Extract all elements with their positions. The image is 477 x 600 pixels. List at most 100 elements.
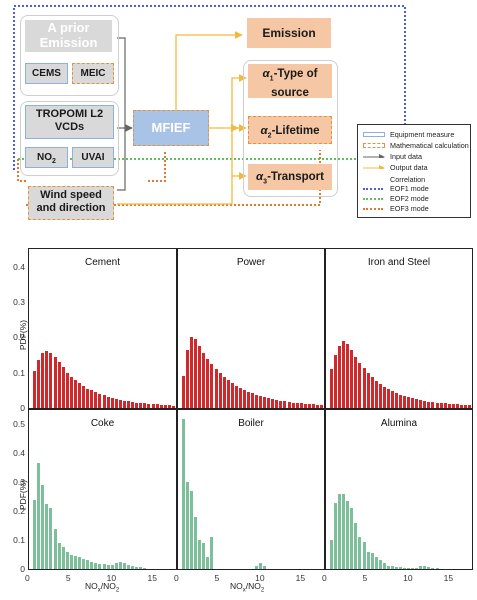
plot-area <box>29 249 176 408</box>
histogram-bar <box>61 367 66 408</box>
histogram-bar <box>463 404 468 408</box>
histogram-bar <box>106 564 111 569</box>
histogram-bar <box>73 380 78 408</box>
histogram-bar <box>307 404 312 408</box>
histogram-bar <box>287 402 292 408</box>
x-tick-label: 10 <box>403 573 413 583</box>
panel-title: Alumina <box>380 418 418 429</box>
histogram-bar <box>114 398 119 408</box>
histogram-bar <box>382 386 387 408</box>
histogram-bar <box>255 394 260 408</box>
histogram-bar <box>354 522 359 569</box>
meic-box: MEIC <box>72 63 114 84</box>
histogram-bar <box>403 567 408 569</box>
histogram-bar <box>374 380 379 408</box>
histogram-bar <box>427 401 432 408</box>
y-tick-label: 0.4 <box>13 261 25 272</box>
histogram-bar <box>407 567 412 569</box>
panel-title: Coke <box>90 418 115 429</box>
histogram-bar <box>346 501 351 569</box>
histogram-bar <box>135 566 140 569</box>
chart-panel-alumina: Alumina <box>325 409 473 570</box>
histogram-bar <box>350 349 355 408</box>
histogram-bar <box>411 567 416 569</box>
histogram-bar <box>194 339 199 408</box>
histogram-bar <box>69 554 74 569</box>
histogram-bar <box>459 404 464 408</box>
y-tick-label: 0.1 <box>13 367 25 378</box>
alpha3-box: α3-Transport <box>248 164 332 190</box>
histogram-bar <box>86 388 91 408</box>
histogram-bar <box>451 404 456 408</box>
histogram-bar <box>378 560 383 569</box>
x-tick-label: 15 <box>443 573 454 583</box>
histogram-bar <box>467 405 472 408</box>
output-arrow-emission <box>175 31 243 111</box>
histogram-bar <box>374 557 379 569</box>
histogram-bar <box>41 353 46 408</box>
histogram-bar <box>206 358 211 408</box>
histogram-bar <box>190 337 195 408</box>
histogram-bar <box>139 403 144 408</box>
histogram-bar <box>114 563 119 569</box>
y-tick-label: 0.5 <box>13 419 25 430</box>
histogram-bar <box>350 508 355 569</box>
histogram-bar <box>37 360 42 408</box>
alpha3-subscript: 3 <box>263 178 268 186</box>
x-tick-label: 15 <box>147 573 157 583</box>
histogram-bar <box>407 397 412 408</box>
chart-panel-boiler: Boiler <box>177 409 325 570</box>
wind-box: Wind speed and direction <box>28 186 114 220</box>
histogram-bar <box>167 405 172 408</box>
histogram-bar <box>415 568 420 569</box>
histogram-bar <box>73 556 78 569</box>
histogram-bar <box>279 400 284 408</box>
histogram-bar <box>411 398 416 408</box>
no2-label: NO <box>37 152 53 163</box>
histogram-bar <box>65 372 70 408</box>
histogram-bar <box>423 400 428 408</box>
alpha2-label: -Lifetime <box>271 125 320 137</box>
histogram-bar <box>110 397 115 408</box>
histogram-bar <box>431 402 436 408</box>
histogram-bar <box>399 567 404 569</box>
x-axis-label-1: NOx/NO2 <box>85 581 120 594</box>
histogram-bar <box>230 383 235 408</box>
histogram-bar <box>78 557 83 569</box>
histogram-bar <box>61 547 66 569</box>
histogram-bar <box>263 397 268 408</box>
histogram-bar <box>218 373 223 408</box>
histogram-bar <box>299 403 304 408</box>
histogram-bar <box>427 566 432 569</box>
histogram-bar <box>390 566 395 569</box>
histogram-bar <box>303 403 308 408</box>
histogram-bar <box>143 567 148 569</box>
no2-subscript: 2 <box>52 158 56 165</box>
histogram-bar <box>251 393 256 408</box>
histogram-bar <box>186 482 191 569</box>
x-tick-label: 10 <box>106 573 117 583</box>
chart-panel-cement: Cement <box>28 248 177 409</box>
histogram-bar <box>53 528 58 569</box>
y-tick-label: 0.2 <box>13 332 25 343</box>
histogram-bar <box>394 393 399 408</box>
histogram-bar <box>147 403 152 408</box>
histogram-bar <box>330 369 335 408</box>
eof3-correlation-line <box>17 150 321 206</box>
histogram-bar <box>131 402 136 408</box>
histogram-bar <box>106 396 111 408</box>
histogram-bar <box>366 373 371 408</box>
histogram-bar <box>399 394 404 408</box>
histogram-bar <box>186 349 191 408</box>
y-tick-label: 0.4 <box>13 448 25 459</box>
histogram-bar <box>390 391 395 408</box>
histogram-bar <box>210 537 215 569</box>
histogram-bar <box>118 561 123 569</box>
legend-correlation: Correlation <box>390 175 426 184</box>
histogram-bar <box>143 403 148 408</box>
histogram-bar <box>346 344 351 408</box>
histogram-bar <box>206 557 211 569</box>
panel-title: Boiler <box>238 418 264 429</box>
histogram-bar <box>33 499 38 569</box>
histogram-bar <box>259 396 264 408</box>
